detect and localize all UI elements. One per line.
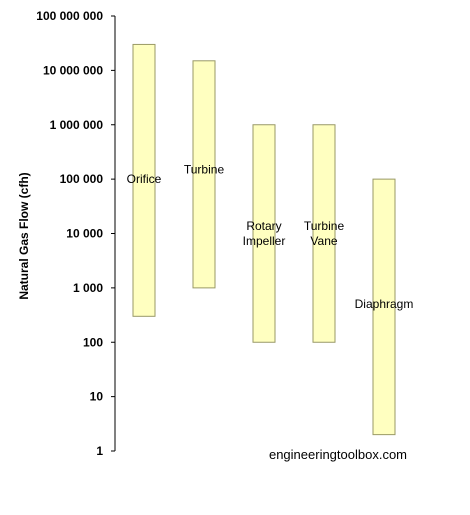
y-tick-label: 100 000 000: [36, 9, 103, 23]
range-bar: [252, 124, 276, 343]
bar-category-label: Rotary Impeller: [243, 219, 286, 248]
range-bar: [372, 178, 396, 436]
y-axis-label: Natural Gas Flow (cfh): [17, 172, 31, 299]
bar-category-label: Orifice: [127, 172, 162, 186]
bar-category-label: Turbine: [184, 163, 225, 177]
y-tick-label: 100 000: [60, 172, 104, 186]
watermark-text: engineeringtoolbox.com: [269, 447, 407, 462]
y-tick-label: 1: [96, 444, 103, 458]
y-tick-label: 1 000: [73, 281, 103, 295]
bar-category-label: Diaphragm: [355, 297, 414, 311]
bars-group: [132, 43, 396, 436]
y-tick-label: 10 000 000: [43, 63, 103, 77]
y-tick-label: 10: [90, 390, 104, 404]
y-tick-label: 1 000 000: [50, 118, 104, 132]
y-tick-label: 10 000: [66, 227, 103, 241]
y-tick-label: 100: [83, 335, 103, 349]
bar-labels-group: Orifice Turbine Rotary Impeller Turbine Vane D…: [127, 163, 414, 312]
y-axis: 1 10 100 1 000 10 000 100 000 1 000 000 10 000 …: [36, 9, 116, 458]
range-bar: [132, 43, 156, 317]
bar-category-label: Turbine Vane: [304, 219, 345, 248]
range-bar: [312, 124, 336, 343]
range-bar: [192, 60, 216, 289]
